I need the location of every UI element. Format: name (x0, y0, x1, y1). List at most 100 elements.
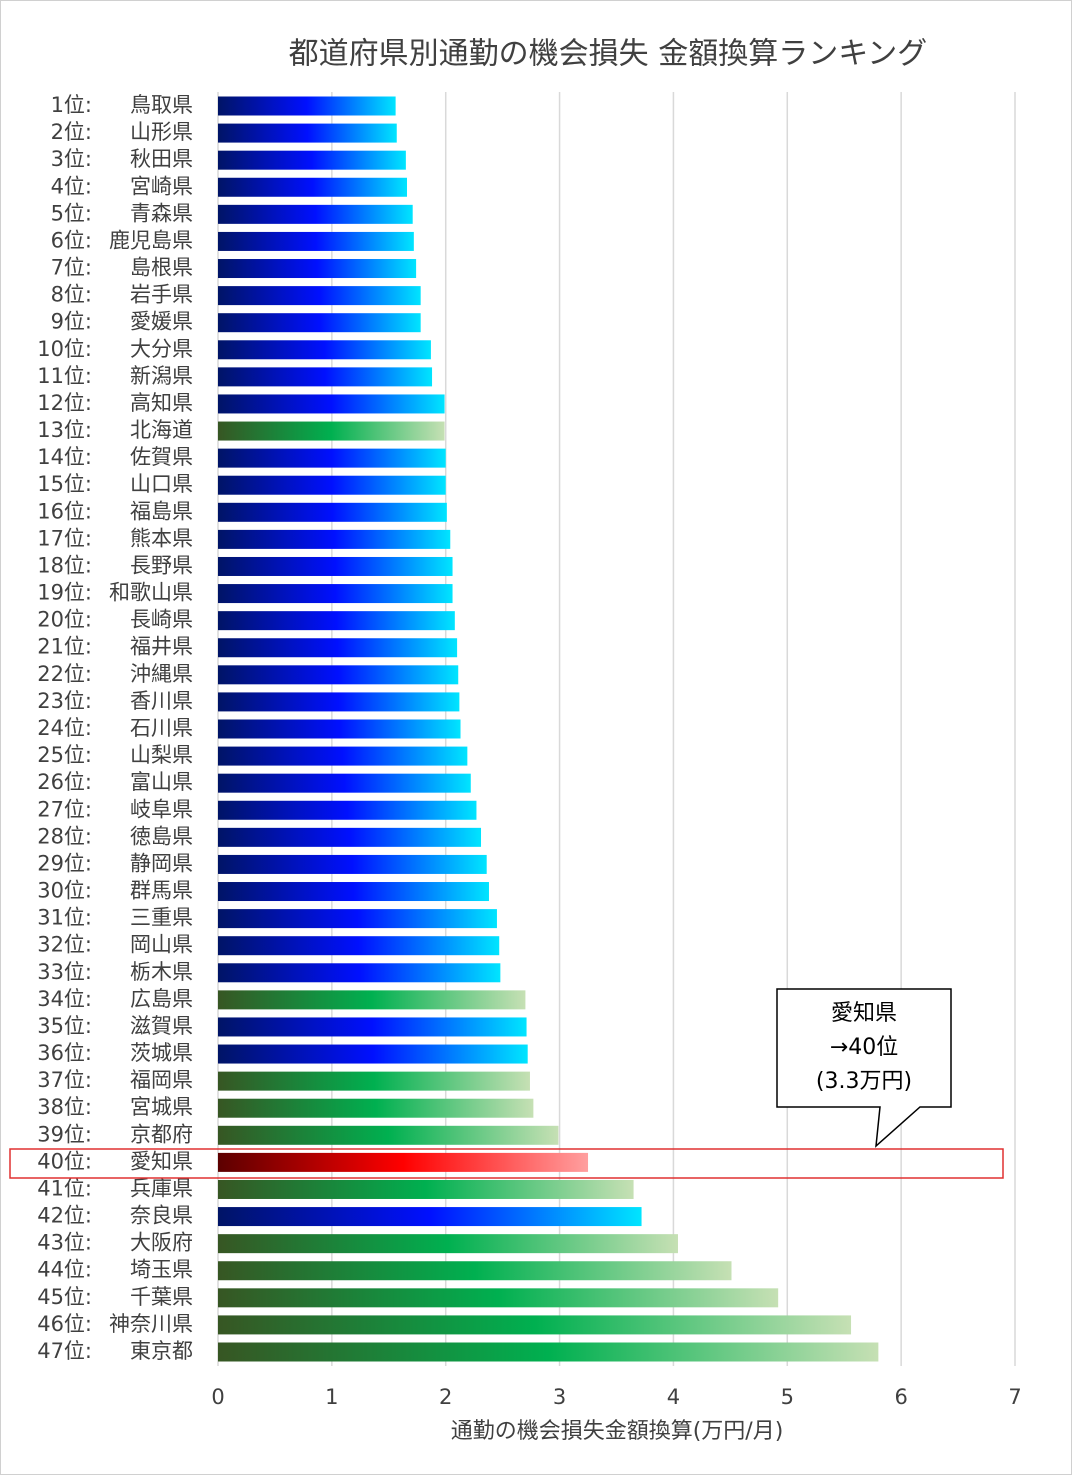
bar (218, 827, 482, 847)
rank-label: 14位: (37, 445, 92, 469)
rank-label: 38位: (37, 1095, 92, 1119)
bar (218, 1044, 528, 1064)
rank-label: 7位: (51, 256, 92, 280)
bar (218, 746, 468, 766)
bar (218, 1207, 642, 1227)
rank-label: 26位: (37, 770, 92, 794)
rank-label: 5位: (51, 201, 92, 225)
rank-label: 43位: (37, 1231, 92, 1255)
rank-label: 39位: (37, 1122, 92, 1146)
bar (218, 719, 461, 739)
rank-label: 30位: (37, 879, 92, 903)
y-tick-label: 宮崎県 (130, 174, 193, 198)
y-tick-label: 福島県 (130, 499, 193, 523)
y-tick-label: 香川県 (130, 689, 193, 713)
y-tick-label: 長野県 (130, 553, 193, 577)
rank-label: 31位: (37, 906, 92, 930)
bar (218, 475, 446, 495)
y-tick-label: 山梨県 (130, 743, 193, 767)
rank-label: 21位: (37, 635, 92, 659)
rank-label: 15位: (37, 472, 92, 496)
y-tick-label: 静岡県 (130, 851, 193, 875)
rank-label: 36位: (37, 1041, 92, 1065)
y-tick-label: 富山県 (130, 770, 193, 794)
bar (218, 1342, 879, 1362)
rank-label: 29位: (37, 851, 92, 875)
y-tick-label: 愛媛県 (130, 310, 193, 334)
rank-label: 4位: (51, 174, 92, 198)
bar (218, 313, 421, 333)
y-tick-label: 埼玉県 (130, 1258, 193, 1282)
rank-label: 19位: (37, 581, 92, 605)
y-tick-label: 徳島県 (130, 824, 193, 848)
rank-label: 9位: (51, 310, 92, 334)
bar (218, 394, 445, 414)
y-tick-label: 青森県 (130, 201, 193, 225)
y-tick-label: 佐賀県 (130, 445, 193, 469)
rank-label: 16位: (37, 499, 92, 523)
y-tick-label: 広島県 (130, 987, 193, 1011)
bar (218, 204, 413, 224)
bar (218, 1098, 534, 1118)
chart-title: 都道府県別通勤の機会損失 金額換算ランキング (289, 37, 928, 72)
bar (218, 556, 453, 576)
callout-text: 愛知県 (831, 1001, 897, 1026)
y-tick-label: 鳥取県 (130, 93, 193, 117)
y-tick-label: 三重県 (130, 906, 193, 930)
y-tick-label: 滋賀県 (130, 1014, 193, 1038)
x-tick-label: 2 (439, 1385, 452, 1409)
y-tick-label: 茨城県 (130, 1041, 193, 1065)
y-tick-label: 群馬県 (130, 879, 193, 903)
bar (218, 990, 526, 1010)
y-tick-label: 岩手県 (130, 283, 193, 307)
bar (218, 231, 414, 251)
bar (218, 882, 489, 902)
y-tick-label: 東京都 (130, 1339, 193, 1363)
rank-label: 40位: (37, 1149, 92, 1173)
x-tick-label: 6 (894, 1385, 907, 1409)
x-tick-label: 5 (781, 1385, 794, 1409)
bar (218, 665, 459, 685)
x-tick-label: 4 (667, 1385, 680, 1409)
bar (218, 638, 458, 658)
y-tick-label: 新潟県 (130, 364, 193, 388)
rank-label: 35位: (37, 1014, 92, 1038)
rank-label: 32位: (37, 933, 92, 957)
rank-label: 17位: (37, 526, 92, 550)
rank-label: 25位: (37, 743, 92, 767)
rank-label: 22位: (37, 662, 92, 686)
rank-label: 12位: (37, 391, 92, 415)
y-tick-label: 島根県 (130, 256, 193, 280)
rank-label: 11位: (37, 364, 92, 388)
bar (218, 96, 396, 116)
y-tick-label: 山形県 (130, 120, 193, 144)
rank-label: 10位: (37, 337, 92, 361)
rank-label: 34位: (37, 987, 92, 1011)
bar (218, 584, 453, 604)
bar (218, 936, 500, 956)
rank-label: 3位: (51, 147, 92, 171)
y-tick-label: 千葉県 (130, 1285, 193, 1309)
y-tick-label: 兵庫県 (130, 1176, 193, 1200)
callout-text: (3.3万円) (816, 1069, 912, 1094)
bar (218, 692, 460, 712)
y-tick-label: 沖縄県 (130, 662, 193, 686)
y-tick-label: 山口県 (130, 472, 193, 496)
bar (218, 854, 487, 874)
bar (218, 1125, 559, 1145)
y-tick-label: 秋田県 (130, 147, 193, 171)
rank-label: 44位: (37, 1258, 92, 1282)
y-tick-label: 神奈川県 (109, 1312, 193, 1336)
rank-label: 33位: (37, 960, 92, 984)
rank-label: 37位: (37, 1068, 92, 1092)
bar (218, 1261, 732, 1281)
bar (218, 286, 421, 306)
bar (218, 150, 406, 170)
bar (218, 963, 501, 983)
y-tick-label: 石川県 (130, 716, 193, 740)
rank-label: 42位: (37, 1204, 92, 1228)
bar (218, 909, 497, 929)
rank-label: 1位: (51, 93, 92, 117)
